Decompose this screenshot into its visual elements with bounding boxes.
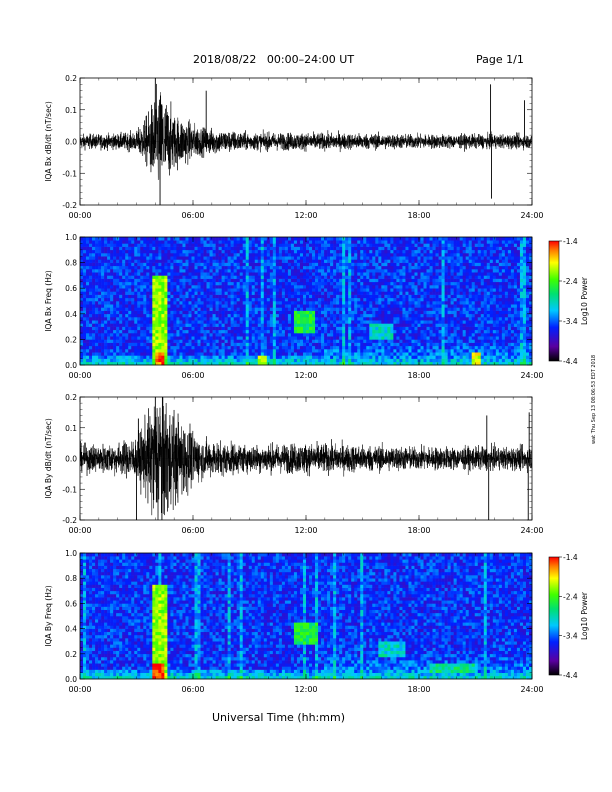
panel3-ytick-label-0: 0.2 <box>65 393 77 402</box>
panel1-xtick-label-0: 00:00 <box>68 211 91 220</box>
panel2-xtick-label-1: 06:00 <box>181 371 204 380</box>
panel1-xtick-label-3: 18:00 <box>407 211 430 220</box>
panel2-colorbar-label: Log10 Power <box>580 276 589 325</box>
panel4-ytick-label-3: 0.4 <box>65 625 77 634</box>
panel3-ytick-label-1: 0.1 <box>65 424 77 433</box>
panel4-xtick-label-2: 12:00 <box>294 685 317 694</box>
panel1-ytick-label-1: 0.1 <box>65 106 77 115</box>
panel2-xtick-label-0: 00:00 <box>68 371 91 380</box>
panel2-ylabel: IQA Bx Freq (Hz) <box>44 270 53 332</box>
panel2-xtick-label-3: 18:00 <box>407 371 430 380</box>
panel4-xtick-label-0: 00:00 <box>68 685 91 694</box>
figure-title: 2018/08/22 00:00–24:00 UT <box>193 53 355 66</box>
panel3-xtick-label-3: 18:00 <box>407 526 430 535</box>
panel1-ytick-label-2: 0.0 <box>65 138 77 147</box>
panel2-ytick-label-1: 0.8 <box>65 259 77 268</box>
panel3-ytick-label-2: 0.0 <box>65 455 77 464</box>
panel2-ytick-label-4: 0.2 <box>65 335 77 344</box>
panel2-ytick-label-3: 0.4 <box>65 310 77 319</box>
panel4-colorbar-tick-label-1: -2.4 <box>563 592 578 601</box>
panel4-ytick-label-5: 0.0 <box>65 675 77 684</box>
panel4-ytick-label-1: 0.8 <box>65 574 77 583</box>
panel1-xtick-label-1: 06:00 <box>181 211 204 220</box>
panel2-colorbar-tick-label-2: -3.4 <box>563 317 578 326</box>
panel3-xtick-label-2: 12:00 <box>294 526 317 535</box>
panel4-colorbar-tick-label-3: -4.4 <box>563 671 578 680</box>
panel1-ytick-label-0: 0.2 <box>65 74 77 83</box>
panel1-ytick-label-3: -0.1 <box>62 169 77 178</box>
panel1-ytick-label-4: -0.2 <box>62 201 77 210</box>
panel4-ytick-label-0: 1.0 <box>65 549 77 558</box>
panel4-colorbar <box>548 556 560 676</box>
panel4-xtick-label-1: 06:00 <box>181 685 204 694</box>
panel3-ylabel: IQA By dB/dt (nT/sec) <box>44 418 53 499</box>
panel2-colorbar-tick-label-0: -1.4 <box>563 237 578 246</box>
panel3-ytick-label-3: -0.1 <box>62 485 77 494</box>
panel2-ytick-label-5: 0.0 <box>65 361 77 370</box>
panel2-xtick-label-2: 12:00 <box>294 371 317 380</box>
page-number: Page 1/1 <box>476 53 524 66</box>
panel3-ytick-label-4: -0.2 <box>62 516 77 525</box>
panel3-xtick-label-4: 24:00 <box>520 526 543 535</box>
panel1-xtick-label-4: 24:00 <box>520 211 543 220</box>
panel3-xtick-label-1: 06:00 <box>181 526 204 535</box>
panel3-xtick-label-0: 00:00 <box>68 526 91 535</box>
panel1-xtick-label-2: 12:00 <box>294 211 317 220</box>
panel2-colorbar-tick-label-3: -4.4 <box>563 357 578 366</box>
panel4-ylabel: IQA By Freq (Hz) <box>44 585 53 647</box>
panel4-ytick-label-2: 0.6 <box>65 599 77 608</box>
panel4-colorbar-label: Log10 Power <box>580 591 589 640</box>
panel2-spectrogram-cells <box>80 237 533 366</box>
panel4-spectrogram-cells <box>80 553 533 680</box>
panel2-xtick-label-4: 24:00 <box>520 371 543 380</box>
panel2-colorbar-tick-label-1: -2.4 <box>563 277 578 286</box>
panel1-ylabel: IQA Bx dB/dt (nT/sec) <box>44 101 53 182</box>
panel4-ytick-label-4: 0.2 <box>65 650 77 659</box>
timestamp-stamp: wat Thu Sep 13 08:06:53 EDT 2018 <box>591 354 597 444</box>
panel2-ytick-label-2: 0.6 <box>65 284 77 293</box>
panel4-xtick-label-4: 24:00 <box>520 685 543 694</box>
panel2-ytick-label-0: 1.0 <box>65 233 77 242</box>
panel3-series-trace <box>80 397 532 520</box>
panel1-series-trace <box>80 83 532 181</box>
panel2-colorbar <box>548 240 560 362</box>
panel4-xtick-label-3: 18:00 <box>407 685 430 694</box>
panel4-colorbar-tick-label-2: -3.4 <box>563 632 578 641</box>
panel4-colorbar-tick-label-0: -1.4 <box>563 553 578 562</box>
x-axis-title: Universal Time (hh:mm) <box>212 711 345 724</box>
